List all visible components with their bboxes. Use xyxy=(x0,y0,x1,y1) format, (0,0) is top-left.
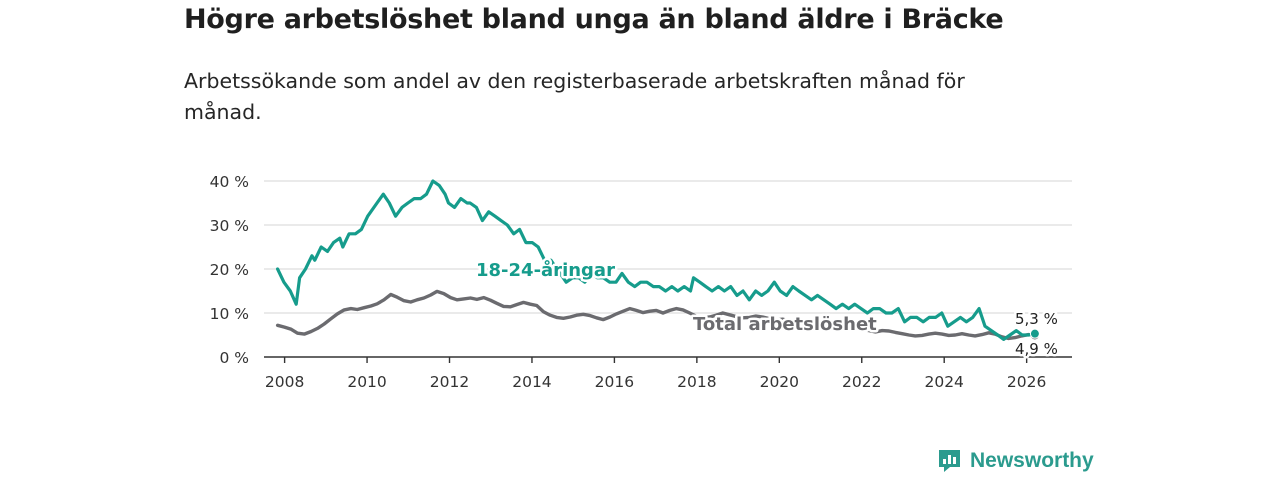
x-tick-label: 2008 xyxy=(265,373,304,391)
series-end-point-18-24 xyxy=(1029,328,1040,339)
x-tick-label: 2022 xyxy=(842,373,881,391)
x-tick-label: 2016 xyxy=(595,373,634,391)
series-line-18-24 xyxy=(276,179,1037,341)
end-value-label-total: 4,9 % xyxy=(1015,340,1058,358)
x-tick-label: 2020 xyxy=(760,373,799,391)
newsworthy-logo: Newsworthy xyxy=(937,448,1094,473)
x-tick-label: 2012 xyxy=(430,373,469,391)
series-line-total xyxy=(275,289,1037,341)
x-tick-label: 2010 xyxy=(347,373,386,391)
brand-name: Newsworthy xyxy=(970,448,1094,472)
series-label-18-24: 18-24-åringar xyxy=(476,259,615,281)
x-tick-label: 2026 xyxy=(1007,373,1046,391)
x-tick-label: 2018 xyxy=(677,373,716,391)
chart-subtitle: Arbetssökande som andel av den registerb… xyxy=(184,69,965,124)
end-value-label-18-24: 5,3 % xyxy=(1015,310,1058,328)
y-tick-label: 30 % xyxy=(210,217,249,235)
y-tick-label: 0 % xyxy=(219,349,249,367)
x-tick-label: 2014 xyxy=(512,373,551,391)
y-tick-label: 40 % xyxy=(210,173,249,191)
x-tick-label: 2024 xyxy=(924,373,963,391)
y-tick-label: 10 % xyxy=(210,305,249,323)
y-tick-label: 20 % xyxy=(210,261,249,279)
bar-chart-speech-bubble-icon xyxy=(939,450,960,472)
series-label-total: Total arbetslöshet xyxy=(693,314,877,335)
chart-title: Högre arbetslöshet bland unga än bland ä… xyxy=(184,4,1004,35)
